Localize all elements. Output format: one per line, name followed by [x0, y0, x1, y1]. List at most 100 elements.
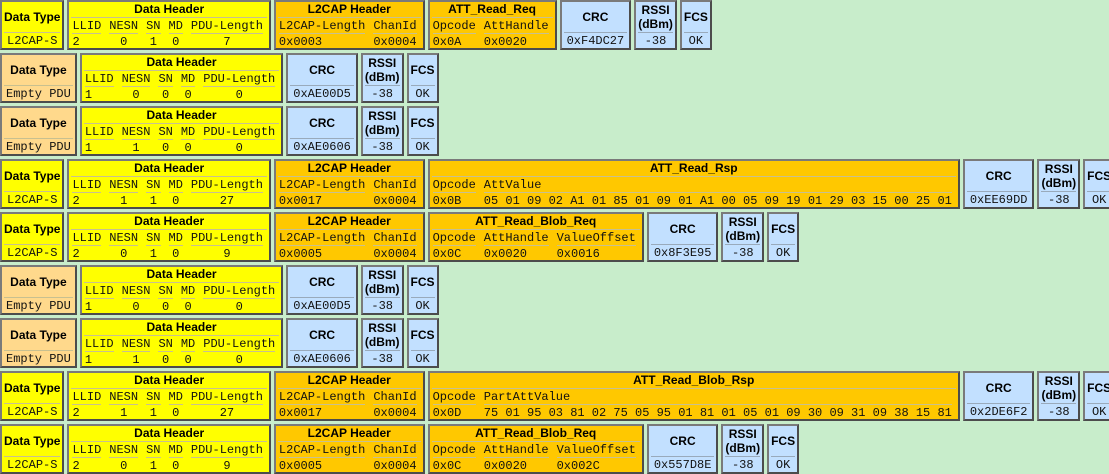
- l2cap-header-block[interactable]: L2CAP Header L2CAP-Length 0x0005 ChanId 0x00…: [273, 424, 425, 474]
- rssi-block[interactable]: RSSI (dBm) -38: [721, 424, 765, 474]
- field-value: 0: [172, 459, 180, 473]
- att-payload-block[interactable]: ATT_Read_Req Opcode 0x0A AttHandle 0x0020: [427, 0, 557, 50]
- crc-block[interactable]: CRC 0x2DE6F2: [962, 371, 1035, 421]
- crc-block[interactable]: CRC 0x557D8E: [646, 424, 719, 474]
- packet-row[interactable]: Data Type L2CAP-S Data Header LLID 2 NESN 0 SN 1…: [0, 0, 1109, 50]
- field: LLID 2: [71, 18, 105, 49]
- data-header-block[interactable]: Data Header LLID 1 NESN 1 SN 0 MD 0 PDU-Length 0: [79, 318, 284, 368]
- packet-row[interactable]: Data Type Empty PDU Data Header LLID 1 NESN 1 S…: [0, 106, 1109, 156]
- att-payload-block[interactable]: ATT_Read_Blob_Req Opcode 0x0C AttHandle 0x00…: [427, 212, 644, 262]
- block-value: 0xAE0606: [293, 352, 351, 366]
- data-type-block[interactable]: Data Type Empty PDU: [0, 53, 77, 103]
- block-title: FCS: [771, 426, 796, 457]
- fcs-block[interactable]: FCS OK: [406, 53, 439, 103]
- packet-row[interactable]: Data Type L2CAP-S Data Header LLID 2 NESN 0 SN 1…: [0, 424, 1109, 474]
- field-columns: LLID 2 NESN 1 SN 1 MD 0 PDU-Length 27: [71, 389, 266, 420]
- crc-block[interactable]: CRC 0xAE00D5: [286, 53, 358, 103]
- fcs-block[interactable]: FCS OK: [406, 318, 439, 368]
- l2cap-header-block[interactable]: L2CAP Header L2CAP-Length 0x0017 ChanId 0x00…: [273, 371, 425, 421]
- fcs-block[interactable]: FCS OK: [1083, 371, 1109, 421]
- field-label: MD: [180, 284, 196, 299]
- data-header-block[interactable]: Data Header LLID 2 NESN 1 SN 1 MD 0 PDU-Length 27: [67, 159, 271, 209]
- data-type-block[interactable]: Data Type Empty PDU: [0, 318, 77, 368]
- fcs-block[interactable]: FCS OK: [406, 106, 439, 156]
- rssi-block[interactable]: RSSI (dBm) -38: [1037, 159, 1081, 209]
- field-label: AttHandle: [483, 443, 549, 458]
- block-title: L2CAP Header: [277, 161, 421, 177]
- field-label: LLID: [72, 443, 102, 458]
- field-label: NESN: [121, 337, 151, 352]
- crc-block[interactable]: CRC 0xEE69DD: [962, 159, 1035, 209]
- field-label: L2CAP-Length: [278, 390, 366, 405]
- field-value: 0x0020: [483, 35, 527, 49]
- data-type-block[interactable]: Data Type L2CAP-S: [0, 424, 65, 474]
- data-header-block[interactable]: Data Header LLID 2 NESN 0 SN 1 MD 0 PDU-Length 9: [67, 212, 271, 262]
- fcs-block[interactable]: FCS OK: [679, 0, 712, 50]
- packet-row[interactable]: Data Type L2CAP-S Data Header LLID 2 NESN 1 SN 1…: [0, 159, 1109, 209]
- crc-block[interactable]: CRC 0xAE00D5: [286, 265, 358, 315]
- rssi-block[interactable]: RSSI (dBm) -38: [360, 265, 404, 315]
- rssi-block[interactable]: RSSI (dBm) -38: [1037, 371, 1081, 421]
- block-title: RSSI (dBm): [364, 321, 400, 351]
- data-type-block[interactable]: Data Type L2CAP-S: [0, 371, 65, 421]
- data-type-block[interactable]: Data Type Empty PDU: [0, 106, 77, 156]
- data-type-block[interactable]: Data Type L2CAP-S: [0, 159, 65, 209]
- rssi-block[interactable]: RSSI (dBm) -38: [360, 53, 404, 103]
- field-label: SN: [158, 125, 173, 140]
- rssi-block[interactable]: RSSI (dBm) -38: [360, 318, 404, 368]
- att-payload-block[interactable]: ATT_Read_Blob_Req Opcode 0x0C AttHandle 0x00…: [427, 424, 644, 474]
- fcs-block[interactable]: FCS OK: [1083, 159, 1109, 209]
- rssi-block[interactable]: RSSI (dBm) -38: [721, 212, 765, 262]
- field: ChanId 0x0004: [369, 389, 420, 420]
- crc-block[interactable]: CRC 0x8F3E95: [646, 212, 719, 262]
- packet-row[interactable]: Data Type L2CAP-S Data Header LLID 2 NESN 0 SN 1…: [0, 212, 1109, 262]
- fcs-block[interactable]: FCS OK: [406, 265, 439, 315]
- block-title: Data Type: [4, 161, 61, 192]
- packet-row[interactable]: Data Type L2CAP-S Data Header LLID 2 NESN 1 SN 1…: [0, 371, 1109, 421]
- block-title: FCS: [683, 2, 708, 33]
- l2cap-header-block[interactable]: L2CAP Header L2CAP-Length 0x0005 ChanId 0x00…: [273, 212, 425, 262]
- data-type-block[interactable]: Data Type L2CAP-S: [0, 212, 65, 262]
- packet-row[interactable]: Data Type Empty PDU Data Header LLID 1 NESN 0 S…: [0, 265, 1109, 315]
- data-header-block[interactable]: Data Header LLID 1 NESN 0 SN 0 MD 0 PDU-Length 0: [79, 53, 284, 103]
- data-type-block[interactable]: Data Type L2CAP-S: [0, 0, 65, 50]
- block-title: Data Type: [4, 2, 61, 33]
- field-value: 0x0004: [373, 35, 417, 49]
- fcs-block[interactable]: FCS OK: [767, 212, 800, 262]
- att-payload-block[interactable]: ATT_Read_Blob_Rsp Opcode 0x0D PartAttValue 7…: [427, 371, 960, 421]
- block-value: Empty PDU: [6, 352, 71, 366]
- block-value: -38: [371, 299, 394, 313]
- block-title: CRC: [563, 2, 628, 33]
- field-label: MD: [168, 19, 183, 34]
- data-header-block[interactable]: Data Header LLID 1 NESN 1 SN 0 MD 0 PDU-Length 0: [79, 106, 284, 156]
- crc-block[interactable]: CRC 0xAE0606: [286, 318, 358, 368]
- data-type-block[interactable]: Data Type Empty PDU: [0, 265, 77, 315]
- field-value: 75 01 95 03 81 02 75 05 95 01 81 01 05 0…: [483, 406, 952, 420]
- rssi-block[interactable]: RSSI (dBm) -38: [634, 0, 677, 50]
- block-title: Data Header: [71, 214, 267, 230]
- data-header-block[interactable]: Data Header LLID 2 NESN 0 SN 1 MD 0 PDU-Length 9: [67, 424, 271, 474]
- field: ValueOffset 0x0016: [553, 230, 640, 261]
- field-label: PDU-Length: [203, 284, 276, 299]
- field: LLID 2: [71, 177, 105, 208]
- att-payload-block[interactable]: ATT_Read_Rsp Opcode 0x0B AttValue 05 01 09 0…: [427, 159, 960, 209]
- l2cap-header-block[interactable]: L2CAP Header L2CAP-Length 0x0017 ChanId 0x00…: [273, 159, 425, 209]
- field: LLID 1: [84, 283, 118, 314]
- crc-block[interactable]: CRC 0xAE0606: [286, 106, 358, 156]
- block-title: FCS: [410, 108, 435, 139]
- data-header-block[interactable]: Data Header LLID 2 NESN 0 SN 1 MD 0 PDU-Length 7: [67, 0, 271, 50]
- fcs-block[interactable]: FCS OK: [767, 424, 800, 474]
- data-header-block[interactable]: Data Header LLID 2 NESN 1 SN 1 MD 0 PDU-Length 27: [67, 371, 271, 421]
- field-label: PDU-Length: [203, 125, 276, 140]
- data-header-block[interactable]: Data Header LLID 1 NESN 0 SN 0 MD 0 PDU-Length 0: [79, 265, 284, 315]
- crc-block[interactable]: CRC 0xF4DC27: [559, 0, 632, 50]
- block-title: Data Type: [4, 320, 73, 351]
- field-value: 1: [84, 141, 93, 155]
- rssi-block[interactable]: RSSI (dBm) -38: [360, 106, 404, 156]
- packet-row[interactable]: Data Type Empty PDU Data Header LLID 1 NESN 1 S…: [0, 318, 1109, 368]
- packet-row[interactable]: Data Type Empty PDU Data Header LLID 1 NESN 0 S…: [0, 53, 1109, 103]
- field-label: NESN: [121, 125, 151, 140]
- field-value: 0: [235, 141, 243, 155]
- field-label: MD: [168, 231, 183, 246]
- l2cap-header-block[interactable]: L2CAP Header L2CAP-Length 0x0003 ChanId 0x00…: [273, 0, 425, 50]
